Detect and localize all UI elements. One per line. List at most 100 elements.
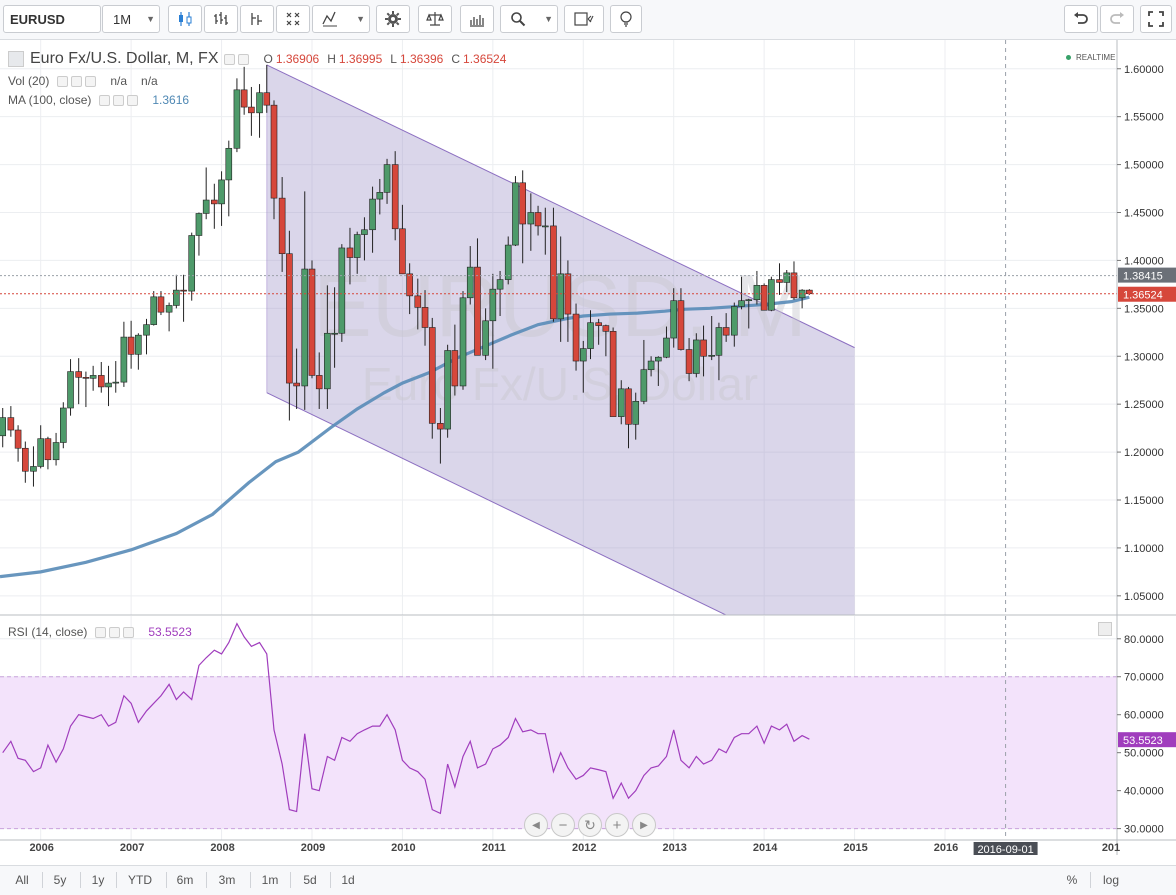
zoom-out-button[interactable]: −	[551, 813, 575, 837]
zoom-in-button[interactable]: +	[605, 813, 629, 837]
crosshair-date-label: 2016-09-01	[977, 844, 1033, 855]
range-6m[interactable]: 6m	[176, 873, 194, 887]
range-1m[interactable]: 1m	[261, 873, 279, 887]
symbol-input[interactable]: EURUSD	[3, 5, 101, 33]
candle-body	[519, 182, 526, 225]
gear-icon[interactable]	[109, 626, 121, 638]
candle-body	[609, 331, 617, 417]
range-5y[interactable]: 5y	[53, 873, 67, 887]
log-toggle[interactable]: log	[1102, 873, 1119, 887]
top-toolbar: EURUSD 1M ▼ ▼ ▼	[0, 0, 1176, 40]
price-tick-label: 1.25000	[1124, 399, 1164, 411]
eye-icon[interactable]	[99, 94, 111, 106]
candle-body	[783, 272, 791, 283]
candle-body	[541, 225, 549, 228]
indicators-button[interactable]	[276, 5, 310, 33]
settings-button[interactable]	[376, 5, 410, 33]
candle-body	[308, 268, 316, 376]
templates-button[interactable]	[460, 5, 494, 33]
axes: 1.60000 1.55000 1.50000 1.45000 1.40000 1.350…	[0, 40, 1176, 855]
candle-body	[790, 272, 798, 299]
candle-body	[625, 388, 632, 425]
fullscreen-icon	[1148, 11, 1164, 27]
price-tick-label: 1.35000	[1124, 303, 1164, 315]
candle-body	[293, 382, 300, 387]
candle-body	[745, 299, 753, 302]
candle-body	[211, 199, 218, 205]
rsi-tick-label: 40.0000	[1124, 786, 1164, 798]
chart-svg[interactable]: EURUSD, M Euro Fx/U.S. Dollar 1.600001.5…	[0, 40, 1176, 855]
candle-body	[444, 350, 451, 430]
gear-icon[interactable]	[71, 75, 83, 87]
interval-label: 1M	[113, 11, 132, 27]
range-1y[interactable]: 1y	[91, 873, 105, 887]
candle-body	[135, 334, 142, 355]
candle-body	[738, 300, 745, 307]
price-tick-label: 1.05000	[1124, 591, 1164, 603]
maximize-pane-button[interactable]	[1098, 622, 1112, 636]
candle-body	[376, 192, 384, 200]
open-label: O	[263, 52, 273, 66]
rsi-pane	[0, 622, 1117, 830]
interval-select[interactable]: 1M ▼	[102, 5, 160, 33]
range-3m[interactable]: 3m	[218, 873, 236, 887]
candle-body	[52, 442, 60, 461]
candle-body	[708, 354, 715, 357]
divider	[250, 872, 251, 888]
compare-button[interactable]: ▼	[312, 5, 370, 33]
year-tick-label: 2013	[662, 842, 686, 854]
reset-button[interactable]: ↻	[578, 813, 602, 837]
divider	[330, 872, 331, 888]
snapshot-button[interactable]	[564, 5, 604, 33]
range-5d[interactable]: 5d	[303, 873, 317, 887]
candle-body	[504, 244, 512, 280]
refresh-icon: ↻	[584, 816, 596, 833]
balance-icon	[426, 12, 444, 26]
candle-body	[112, 381, 120, 384]
rsi-value: 53.5523	[148, 625, 192, 639]
vol-value-2: n/a	[141, 74, 158, 88]
redo-button[interactable]	[1100, 5, 1134, 33]
range-all[interactable]: All	[15, 873, 29, 887]
candle-body	[120, 336, 128, 383]
candle-body	[14, 429, 22, 449]
balance-button[interactable]	[418, 5, 452, 33]
line-style-button[interactable]	[240, 5, 274, 33]
bars-button[interactable]	[204, 5, 238, 33]
crosshair-date-box	[973, 842, 1038, 855]
close-icon[interactable]	[127, 94, 139, 106]
price-tick-label: 1.50000	[1124, 160, 1164, 172]
candles-button[interactable]	[168, 5, 202, 33]
idea-button[interactable]	[610, 5, 642, 33]
line-style-icon	[251, 13, 262, 25]
close-icon[interactable]	[123, 626, 135, 638]
bottom-range-bar: All 5y 1y YTD 6m 3m 1m 5d 1d % log	[0, 865, 1176, 895]
eye-icon[interactable]	[57, 75, 69, 87]
fullscreen-button[interactable]	[1140, 5, 1172, 33]
gear-icon[interactable]	[238, 53, 250, 65]
undo-button[interactable]	[1064, 5, 1098, 33]
eye-icon[interactable]	[224, 53, 236, 65]
zoom-button[interactable]: ▼	[500, 5, 558, 33]
range-ytd[interactable]: YTD	[128, 873, 152, 887]
gear-icon[interactable]	[113, 94, 125, 106]
scroll-left-button[interactable]: ◀	[524, 813, 548, 837]
candle-body	[315, 375, 323, 390]
candle-body	[466, 266, 474, 299]
range-1d[interactable]: 1d	[341, 873, 355, 887]
close-icon[interactable]	[85, 75, 97, 87]
price-tick-label: 1.60000	[1124, 64, 1164, 76]
candle-body	[391, 164, 399, 230]
channel-lower-line	[266, 392, 728, 615]
candle-body	[301, 268, 309, 387]
price-tick-label: 1.10000	[1124, 543, 1164, 555]
scroll-right-button[interactable]: ▶	[632, 813, 656, 837]
templates-icon	[470, 15, 484, 27]
chart-area[interactable]: EURUSD, M Euro Fx/U.S. Dollar 1.600001.5…	[0, 40, 1176, 855]
candle-body	[218, 179, 225, 205]
candle-body	[579, 348, 587, 362]
percent-toggle[interactable]: %	[1066, 873, 1078, 887]
vol-legend: Vol (20) n/a n/a	[8, 74, 158, 88]
chevron-down-icon: ▼	[146, 14, 155, 24]
eye-icon[interactable]	[95, 626, 107, 638]
